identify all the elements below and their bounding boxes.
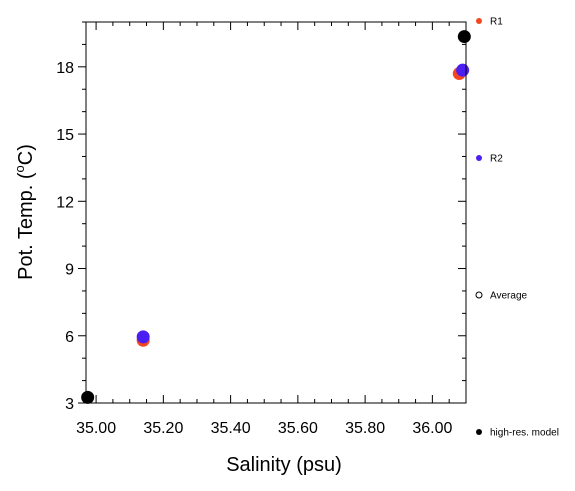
- data-points: [81, 30, 471, 404]
- x-tick-label: 35.20: [143, 420, 183, 437]
- y-tick-labels: 3 6 9 12 15 18: [56, 60, 74, 413]
- x-tick-label: 35.00: [76, 420, 116, 437]
- y-tick-label: 6: [65, 329, 74, 346]
- data-point: [136, 330, 150, 344]
- y-tick-label: 9: [65, 262, 74, 279]
- legend-marker: [476, 155, 482, 161]
- x-tick-label: 35.60: [278, 420, 318, 437]
- y-tick-label: 3: [65, 396, 74, 413]
- y-axis-title: Pot. Temp. (oC): [12, 144, 37, 280]
- plot-frame: [85, 21, 467, 404]
- legend-label: Average: [490, 291, 528, 302]
- x-tick-labels: 35.00 35.20 35.40 35.60 35.80 36.00: [76, 420, 452, 437]
- y-tick-label: 15: [56, 127, 74, 144]
- legend-label: R1: [490, 17, 503, 28]
- data-point: [456, 63, 470, 77]
- axis-ticks: [78, 21, 467, 404]
- data-point: [457, 30, 471, 44]
- legend-label: high-res. model: [490, 428, 559, 439]
- legend-marker: [476, 429, 482, 435]
- y-tick-label: 18: [56, 60, 74, 77]
- x-tick-label: 36.00: [412, 420, 452, 437]
- data-point: [81, 390, 95, 404]
- legend-label: R2: [490, 154, 503, 165]
- x-tick-label: 35.40: [211, 420, 251, 437]
- y-tick-label: 12: [56, 194, 74, 211]
- legend: R1 R2 Average high-res. model: [475, 17, 559, 439]
- x-axis-title: Salinity (psu): [226, 454, 342, 476]
- y-axis-title-unit: C): [15, 144, 37, 165]
- legend-marker: [475, 291, 483, 299]
- y-axis-title-degree: o: [12, 165, 27, 172]
- y-axis-title-text: Pot. Temp. (: [15, 172, 37, 280]
- x-tick-label: 35.80: [345, 420, 385, 437]
- legend-marker: [476, 18, 482, 24]
